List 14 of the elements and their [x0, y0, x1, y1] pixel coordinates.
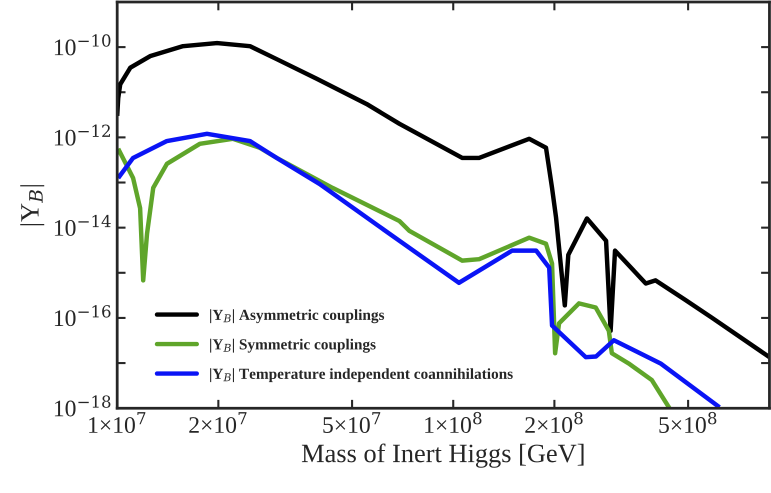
x-tick-label: 1×10$^{8}$: [425, 412, 482, 433]
legend-label: |Y$_{B}$| Asymmetric couplings: [210, 309, 384, 324]
y-tick-label: 10$^{−10}$: [54, 34, 110, 56]
y-tick-label: 10$^{−14}$: [54, 214, 111, 236]
x-tick-label: 5×10$^{7}$: [323, 412, 380, 434]
legend-label: |Y$_{B}$| Symmetric couplings: [210, 338, 376, 353]
x-tick-label: 2×10$^{7}$: [189, 412, 247, 434]
x-tick-label: 2×10$^{8}$: [525, 412, 583, 433]
y-tick-label: 10$^{−16}$: [54, 305, 110, 326]
x-tick-label: 5×10$^{8}$: [659, 412, 716, 433]
legend-label: |Y$_{B}$| Temperature independent coannihilations: [210, 368, 513, 382]
y-axis-title: |Y$_{B}$|: [20, 185, 44, 226]
y-tick-label: 10$^{−12}$: [54, 124, 110, 146]
x-axis-title: Mass of Inert Higgs [GeV]: [302, 444, 584, 468]
